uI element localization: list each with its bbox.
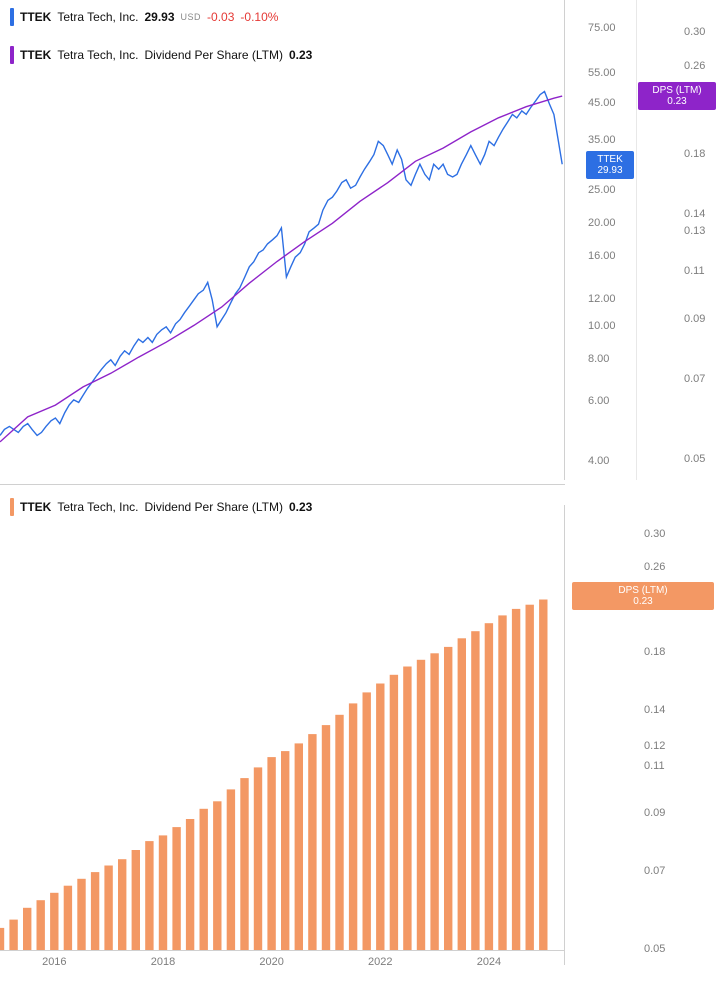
dps-bar	[403, 667, 411, 951]
dps-bar	[118, 859, 126, 950]
dps-bar	[281, 751, 289, 950]
bar-dps-tag: DPS (LTM)0.23	[572, 582, 714, 610]
price-axis-tick: 6.00	[588, 395, 609, 407]
price-line	[0, 92, 562, 436]
dps-bar	[458, 638, 466, 950]
dps-bar	[498, 615, 506, 950]
price-axis-tick: 45.00	[588, 97, 616, 109]
dps-bar	[295, 743, 303, 950]
bar-axis-tick: 0.18	[644, 646, 665, 658]
dps-axis-tick: 0.30	[684, 26, 705, 38]
price-axis-tick: 35.00	[588, 134, 616, 146]
dps-bar	[104, 866, 112, 951]
dps-axis-tick: 0.05	[684, 453, 705, 465]
bar-axis-tick: 0.12	[644, 740, 665, 752]
panel-divider	[0, 484, 565, 485]
dps-bar	[64, 886, 72, 950]
dps-bar	[254, 767, 262, 950]
x-axis-tick: 2020	[259, 956, 283, 968]
dps-bar	[213, 801, 221, 950]
price-axis-tick: 75.00	[588, 22, 616, 34]
dps-bar	[50, 893, 58, 950]
dps-bar	[9, 920, 17, 950]
dps-bar	[77, 879, 85, 950]
dps-bar	[444, 647, 452, 950]
x-axis-tick: 2018	[151, 956, 175, 968]
dps-bar	[23, 908, 31, 950]
dps-bar-chart[interactable]	[0, 505, 565, 965]
dps-line	[0, 96, 562, 442]
dps-bar	[363, 692, 371, 950]
bar-axis-tick: 0.05	[644, 943, 665, 955]
dps-bar	[267, 757, 275, 950]
dps-bar	[349, 703, 357, 950]
dps-bar	[308, 734, 316, 950]
dps-bar	[91, 872, 99, 950]
dps-bar	[200, 809, 208, 950]
dps-axis-tick: 0.11	[684, 265, 705, 277]
dps-bar	[376, 684, 384, 951]
dps-bar	[186, 819, 194, 950]
bar-axis-tick: 0.09	[644, 807, 665, 819]
dps-bar	[145, 841, 153, 950]
dps-bar	[430, 653, 438, 950]
dps-bar	[335, 715, 343, 950]
price-axis-tick: 16.00	[588, 250, 616, 262]
dps-tag: DPS (LTM)0.23	[638, 82, 716, 110]
bar-axis-tick: 0.30	[644, 528, 665, 540]
dps-axis-tick: 0.26	[684, 60, 705, 72]
dps-axis-tick: 0.09	[684, 313, 705, 325]
dps-bar	[172, 827, 180, 950]
dps-axis-tick: 0.13	[684, 225, 705, 237]
dps-bar	[322, 725, 330, 950]
dps-bar	[526, 605, 534, 950]
dps-bar	[512, 609, 520, 950]
dps-bar	[37, 900, 45, 950]
dps-axis-tick: 0.18	[684, 148, 705, 160]
dps-bar	[0, 928, 4, 950]
dps-bar	[390, 675, 398, 950]
axis-divider	[636, 0, 637, 480]
dps-bar	[132, 850, 140, 950]
price-chart[interactable]	[0, 0, 565, 480]
dps-bar	[471, 631, 479, 950]
price-axis-tick: 8.00	[588, 353, 609, 365]
dps-axis-tick: 0.14	[684, 208, 705, 220]
price-axis-tick: 12.00	[588, 293, 616, 305]
dps-bar	[485, 623, 493, 950]
x-axis-tick: 2016	[42, 956, 66, 968]
price-tag: TTEK29.93	[586, 151, 634, 179]
x-axis-tick: 2024	[477, 956, 501, 968]
price-axis-tick: 20.00	[588, 217, 616, 229]
dps-bar	[227, 789, 235, 950]
price-axis-tick: 10.00	[588, 320, 616, 332]
dps-axis-tick: 0.07	[684, 373, 705, 385]
bar-axis-tick: 0.07	[644, 865, 665, 877]
price-axis-tick: 25.00	[588, 184, 616, 196]
dps-bar	[539, 600, 547, 951]
price-axis-tick: 55.00	[588, 67, 616, 79]
bar-axis-tick: 0.11	[644, 760, 665, 772]
price-axis-tick: 4.00	[588, 455, 609, 467]
bar-axis-tick: 0.26	[644, 561, 665, 573]
dps-bar	[159, 835, 167, 950]
dps-bar	[240, 778, 248, 950]
bar-axis-tick: 0.14	[644, 704, 665, 716]
dps-bar	[417, 660, 425, 950]
x-axis-tick: 2022	[368, 956, 392, 968]
